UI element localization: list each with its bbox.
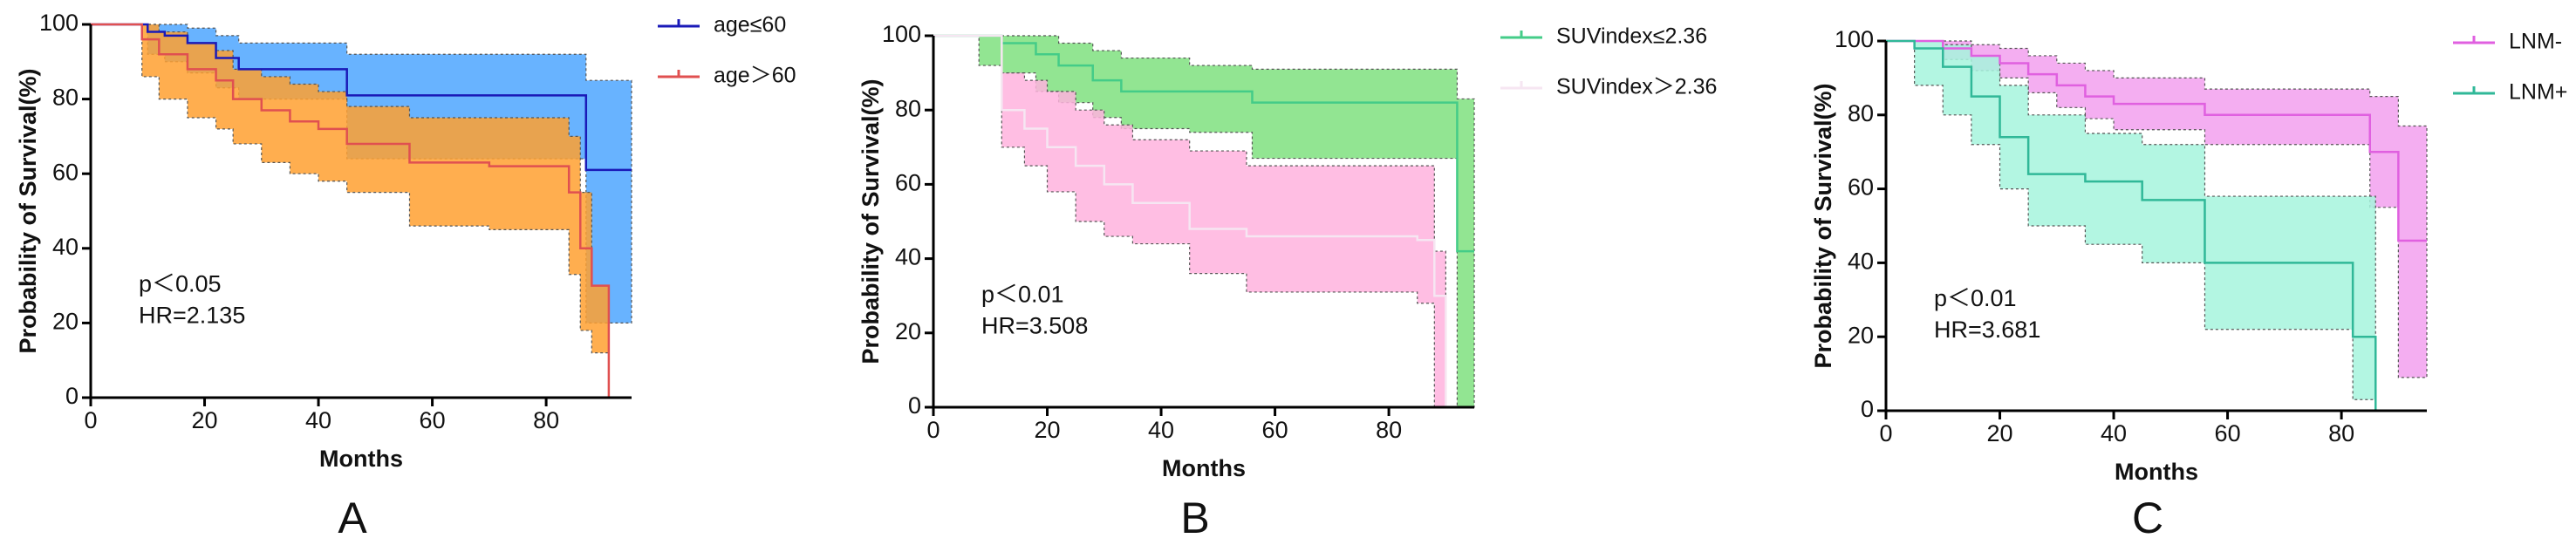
panel-label: B (1180, 494, 1209, 542)
y-tick-label: 80 (1848, 100, 1874, 126)
x-tick-label: 0 (1879, 420, 1892, 446)
x-tick-label: 80 (1376, 417, 1402, 443)
x-tick-label: 60 (2215, 420, 2241, 446)
x-tick-label: 40 (1148, 417, 1174, 443)
annotation: HR=2.135 (139, 303, 245, 329)
legend-label: LNM- (2509, 30, 2562, 54)
y-tick-label: 0 (65, 383, 79, 409)
y-tick-label: 40 (1848, 249, 1874, 275)
y-tick-label: 60 (895, 170, 921, 196)
survival-line (91, 23, 632, 172)
annotation: p＜0.05 (139, 271, 222, 297)
legend-label: SUVindex≤2.36 (1556, 24, 1707, 49)
y-tick-label: 100 (882, 21, 921, 47)
x-tick-label: 20 (192, 407, 218, 433)
y-tick-label: 0 (908, 392, 921, 419)
annotation: HR=3.508 (981, 312, 1088, 338)
panel-label: C (2132, 494, 2163, 542)
y-tick-label: 100 (1835, 26, 1874, 52)
x-tick-label: 80 (533, 407, 559, 433)
x-axis-label: Months (319, 446, 403, 472)
survival-line (91, 23, 611, 398)
y-axis-label: Probability of Survival(%) (15, 68, 41, 353)
survival-line (1886, 39, 2381, 412)
annotation: HR=3.681 (1934, 317, 2040, 343)
x-tick-label: 40 (2101, 420, 2127, 446)
x-axis-label: Months (1162, 455, 1246, 481)
x-tick-label: 60 (1262, 417, 1288, 443)
legend-label: age＞60 (714, 64, 796, 88)
survival-line (933, 34, 1447, 407)
x-tick-label: 20 (1035, 417, 1061, 443)
annotation: p＜0.01 (1934, 285, 2017, 311)
x-tick-label: 0 (926, 417, 940, 443)
survival-line (1886, 39, 2427, 242)
y-axis-label: Probability of Survival(%) (858, 78, 884, 364)
x-tick-label: 40 (305, 407, 331, 433)
y-tick-label: 0 (1861, 396, 1874, 422)
y-tick-label: 60 (1848, 174, 1874, 201)
x-tick-label: 20 (1987, 420, 2013, 446)
y-tick-label: 80 (895, 95, 921, 121)
y-tick-label: 80 (52, 85, 79, 111)
x-tick-label: 0 (84, 407, 97, 433)
y-tick-label: 20 (1848, 322, 1874, 348)
legend-label: age≤60 (714, 13, 786, 37)
confidence-band (1886, 40, 2428, 378)
legend-label: SUVindex＞2.36 (1556, 75, 1717, 99)
x-axis-label: Months (2115, 459, 2198, 485)
annotation: p＜0.01 (981, 281, 1064, 307)
x-tick-label: 80 (2328, 420, 2354, 446)
y-tick-label: 20 (895, 318, 921, 344)
panel-label: A (338, 494, 367, 542)
y-tick-label: 40 (52, 234, 79, 260)
y-axis-label: Probability of Survival(%) (1810, 83, 1836, 368)
legend-label: LNM+ (2509, 80, 2567, 105)
y-tick-label: 20 (52, 309, 79, 335)
y-tick-label: 60 (52, 159, 79, 185)
confidence-band (91, 24, 632, 324)
y-tick-label: 100 (39, 10, 79, 36)
x-tick-label: 60 (420, 407, 446, 433)
y-tick-label: 40 (895, 244, 921, 270)
